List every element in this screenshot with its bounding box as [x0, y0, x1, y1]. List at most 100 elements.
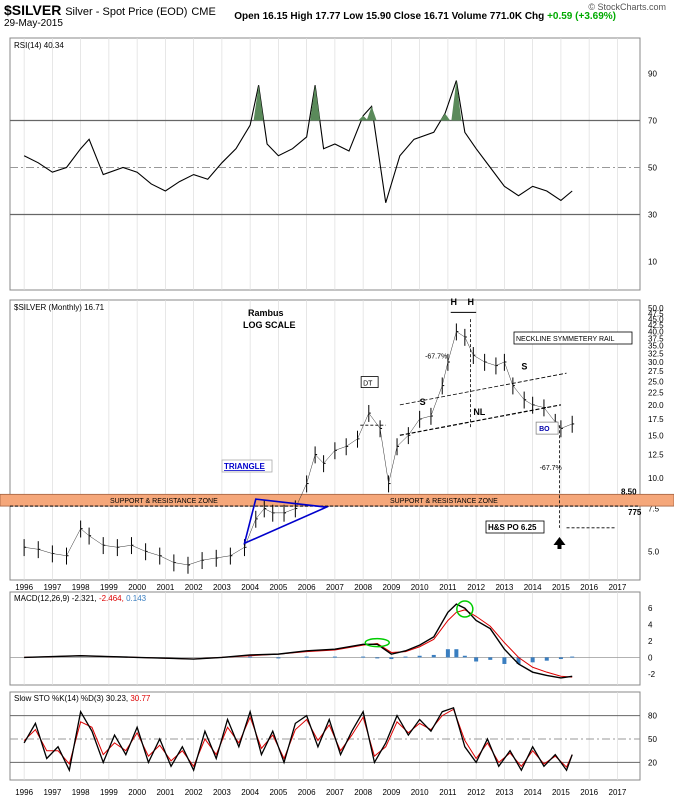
histogram-bar [544, 657, 549, 661]
low-label: Low [343, 11, 364, 22]
x-tick-label: 2008 [354, 788, 372, 797]
histogram-bar [332, 656, 337, 658]
x-tick-label: 2004 [241, 788, 259, 797]
x-tick-label: 2001 [156, 583, 174, 592]
histogram-bar [403, 656, 408, 658]
annotation-shoulder-right: S [521, 361, 527, 371]
symbol: $SILVER [4, 2, 62, 18]
x-tick-label: 2003 [213, 788, 231, 797]
y-tick-label: 32.5 [648, 350, 664, 359]
x-tick-label: 2010 [411, 788, 429, 797]
y-tick-label: 35.0 [648, 342, 664, 351]
annotation-triangle: TRIANGLE [224, 462, 266, 471]
histogram-bar [488, 657, 493, 660]
triangle-label-box [221, 459, 273, 473]
neckline [399, 404, 562, 436]
sto-d-value: 30.77 [130, 694, 151, 703]
zone-label-right: SUPPORT & RESISTANCE ZONE [390, 498, 498, 505]
annotation-drop-percent: -67.7% [540, 465, 562, 472]
y-tick-label: 50.0 [648, 304, 664, 313]
rsi-overbought-fill [310, 85, 321, 121]
histogram-bar [248, 656, 253, 658]
y-tick-label: 5.0 [648, 547, 660, 556]
annotation-neckline: NL [473, 407, 485, 417]
open-label: Open [234, 11, 260, 22]
sto-d-line [23, 708, 573, 768]
annotation-neckline-rail: NECKLINE SYMMETERY RAIL [516, 336, 615, 343]
annotation-price-objective: H&S PO 6.25 [488, 523, 537, 532]
sto-k-value: 30.23, [106, 694, 130, 703]
sto-title: Slow STO %K(14) %D(3) 30.23, 30.77 [14, 694, 151, 703]
y-tick-label: 40.0 [648, 328, 664, 337]
y-tick-label: 2 [648, 637, 653, 646]
support-resistance-zone [0, 493, 674, 507]
y-tick-label: 4 [648, 621, 653, 630]
histogram-bar [502, 657, 507, 664]
price-path [24, 331, 573, 566]
annotation-rambus: Rambus [248, 308, 284, 318]
price-objective-box [485, 520, 545, 534]
sto-k-line [23, 706, 573, 773]
rsi-overbought-fill [358, 115, 369, 121]
low-value: 15.90 [365, 11, 392, 22]
chg-value: +0.59 (+3.69%) [547, 11, 616, 22]
x-tick-label: 2014 [524, 583, 542, 592]
macd-signal-value: -2.464, [99, 594, 126, 603]
x-tick-label: 2000 [128, 583, 146, 592]
annotation-breakout: BO [539, 426, 550, 433]
exchange: CME [191, 6, 216, 18]
x-tick-label: 2017 [609, 583, 627, 592]
price-stats: Open 16.15 High 17.77 Low 15.90 Close 16… [234, 11, 616, 22]
y-tick-label: 25.0 [648, 377, 664, 386]
annotation-head: H [467, 297, 474, 307]
y-tick-label: 22.5 [648, 388, 664, 397]
dt-box [360, 376, 379, 388]
y-tick-label: 6 [648, 604, 653, 613]
triangle-pattern [243, 498, 330, 545]
x-tick-label: 2006 [298, 583, 316, 592]
x-tick-label: 2010 [411, 583, 429, 592]
y-tick-label: 70 [648, 117, 657, 126]
y-tick-label: 45.0 [648, 315, 664, 324]
zone-upper-value: 8.50 [621, 487, 637, 496]
y-tick-label: 30.0 [648, 358, 664, 367]
annotation-shoulder-left: S [420, 397, 426, 407]
highlight-circle [364, 637, 391, 648]
x-tick-label: 1997 [43, 788, 61, 797]
breakout-box [535, 421, 559, 435]
histogram-bar [445, 649, 450, 658]
x-tick-label: 1998 [72, 583, 90, 592]
panel-frame-3 [9, 691, 641, 781]
brand: © StockCharts.com [588, 2, 666, 12]
x-tick-label: 2012 [467, 788, 485, 797]
chart-title: $SILVER Silver - Spot Price (EOD) CME [4, 2, 216, 18]
annotation-log-scale: LOG SCALE [243, 320, 296, 330]
x-tick-label: 1996 [15, 583, 33, 592]
y-tick-label: 42.5 [648, 321, 664, 330]
x-tick-label: 2001 [156, 788, 174, 797]
x-tick-label: 1998 [72, 788, 90, 797]
panel-frame-2 [9, 591, 641, 686]
x-tick-label: 2006 [298, 788, 316, 797]
x-tick-label: 2000 [128, 788, 146, 797]
high-value: 17.77 [315, 11, 341, 22]
x-tick-label: 2002 [185, 583, 203, 592]
histogram-bar [417, 655, 422, 658]
close-value: 16.71 [423, 11, 449, 22]
x-tick-label: 2017 [609, 788, 627, 797]
x-tick-label: 2016 [580, 788, 598, 797]
y-tick-label: 20.0 [648, 401, 664, 410]
y-tick-label: 12.5 [648, 451, 664, 460]
y-tick-label: 7.5 [648, 505, 660, 514]
x-tick-label: 2016 [580, 583, 598, 592]
x-tick-label: 1996 [15, 788, 33, 797]
chg-label: Chg [524, 11, 545, 22]
y-tick-label: 27.5 [648, 367, 664, 376]
y-tick-label: 80 [648, 712, 657, 721]
zone-lower-value: 775 [628, 508, 642, 517]
y-tick-label: 30 [648, 211, 657, 220]
x-tick-label: 2008 [354, 583, 372, 592]
histogram-bar [431, 654, 436, 658]
x-tick-label: 2011 [439, 788, 457, 797]
histogram-bar [558, 657, 563, 660]
